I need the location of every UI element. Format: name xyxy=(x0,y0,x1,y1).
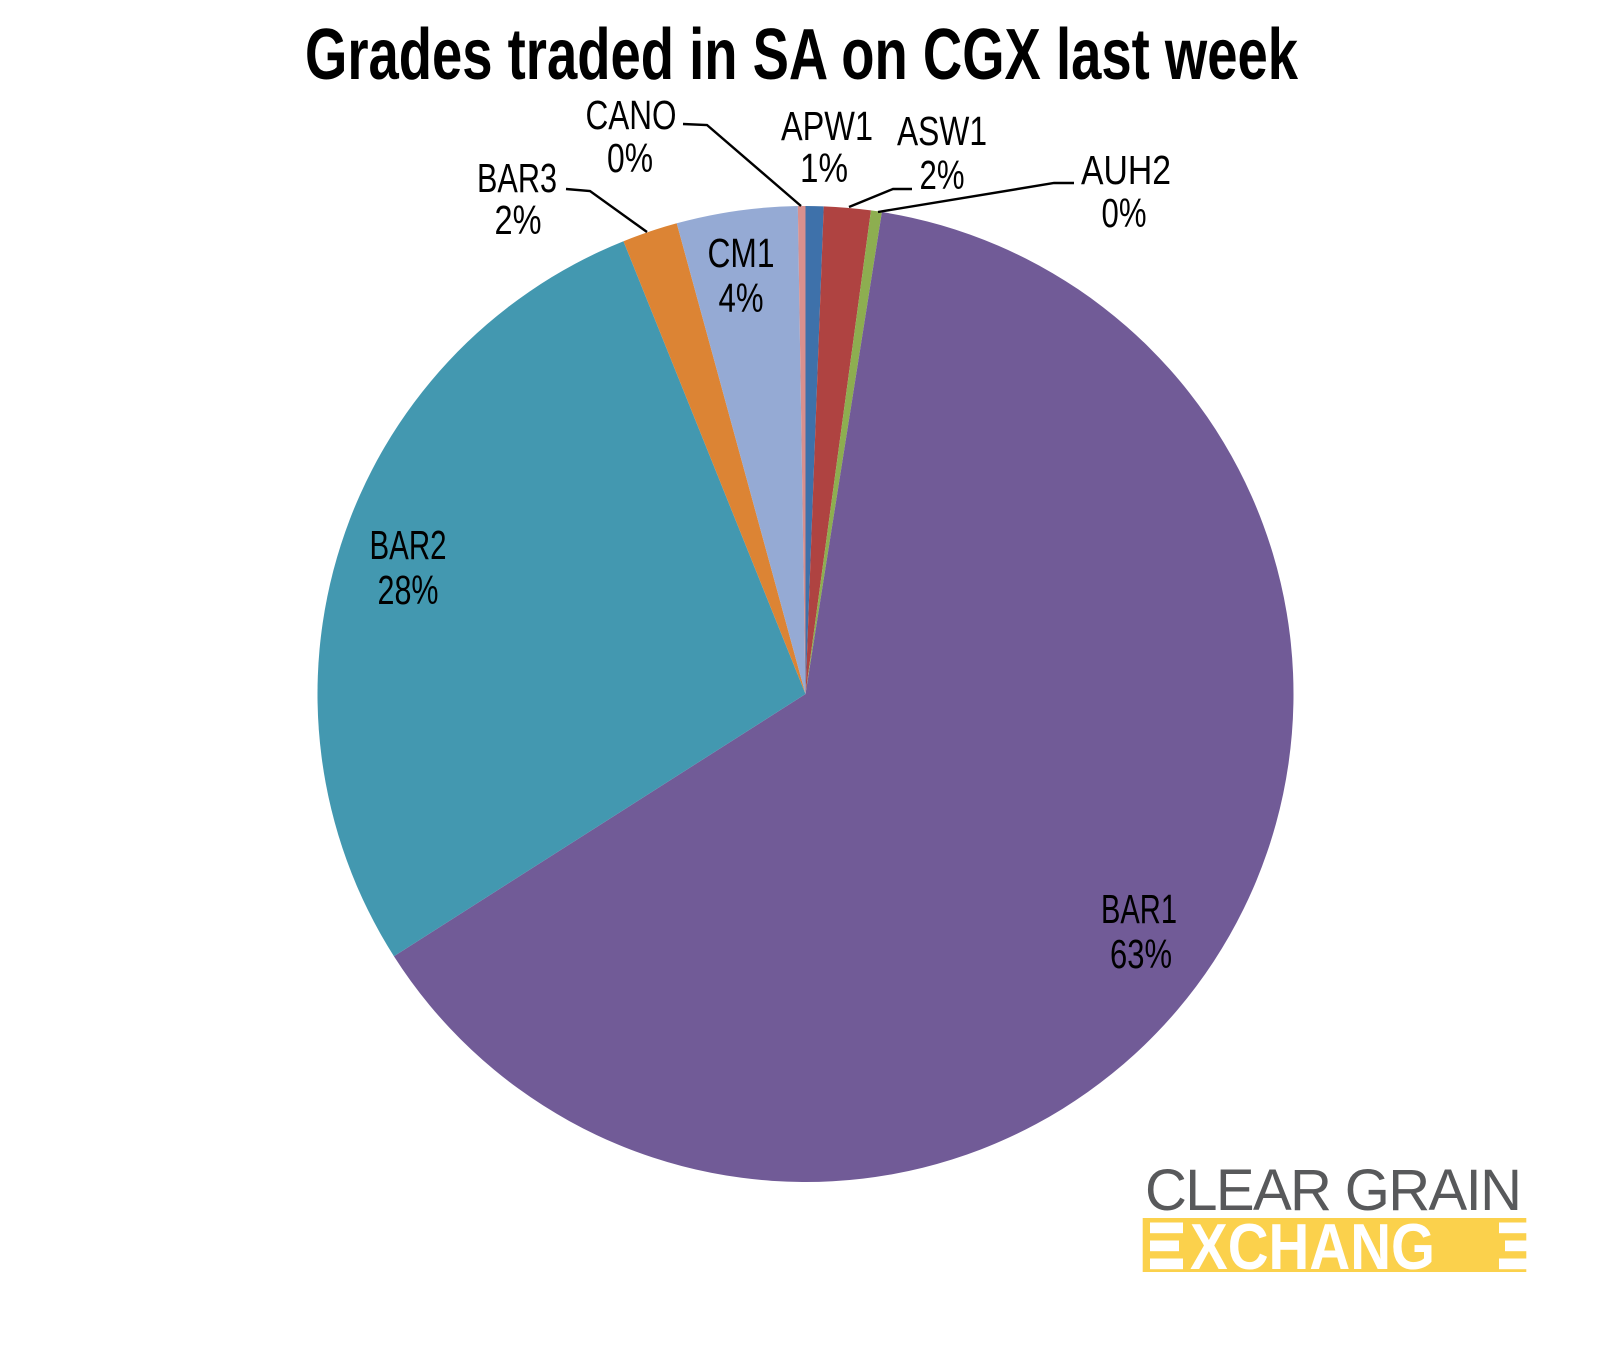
svg-text:4%: 4% xyxy=(719,275,764,321)
svg-text:0%: 0% xyxy=(1102,190,1147,236)
svg-text:Grades traded in SA on CGX las: Grades traded in SA on CGX last week xyxy=(305,15,1299,95)
svg-text:2%: 2% xyxy=(920,152,965,198)
svg-text:AUH2: AUH2 xyxy=(1081,147,1171,193)
svg-text:CM1: CM1 xyxy=(708,230,775,276)
svg-text:2%: 2% xyxy=(495,197,542,243)
svg-text:BAR3: BAR3 xyxy=(477,155,557,201)
svg-text:0%: 0% xyxy=(607,135,653,181)
svg-text:BAR2: BAR2 xyxy=(370,522,447,568)
svg-text:XCHANG: XCHANG xyxy=(1190,1210,1435,1283)
svg-text:28%: 28% xyxy=(378,567,439,613)
svg-text:CANO: CANO xyxy=(586,92,677,138)
svg-text:BAR1: BAR1 xyxy=(1101,886,1177,932)
svg-text:APW1: APW1 xyxy=(781,103,873,149)
svg-text:ASW1: ASW1 xyxy=(897,108,987,154)
svg-text:1%: 1% xyxy=(800,145,848,191)
svg-text:CLEAR GRAIN: CLEAR GRAIN xyxy=(1145,1158,1522,1223)
svg-text:63%: 63% xyxy=(1110,931,1172,977)
